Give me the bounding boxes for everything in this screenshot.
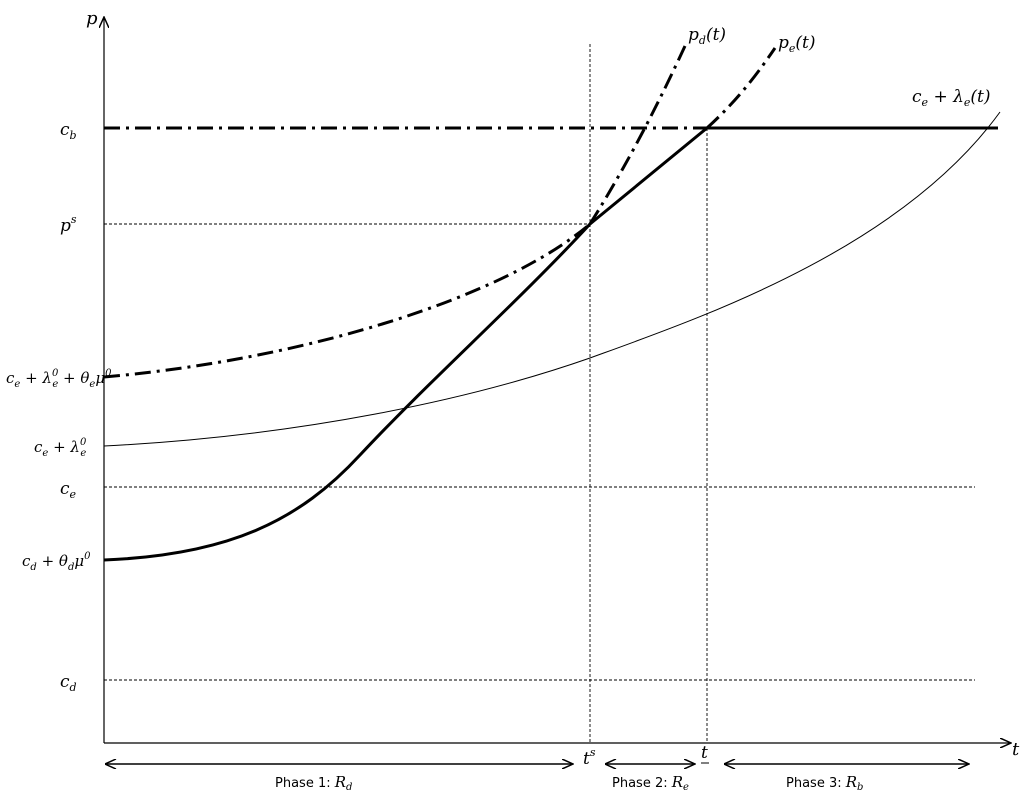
svg-text:cd + θdμ0: cd + θdμ0 [22, 551, 91, 573]
svg-text:cb: cb [60, 120, 77, 142]
svg-text:ce + λ0e: ce + λ0 e [34, 437, 87, 459]
label-t-s: ts [583, 746, 596, 769]
svg-text:ce + λ0e + θeμ0: ce + λ0 e + θeμ0 [6, 368, 112, 390]
label-pd-curve: pd(t) [688, 25, 726, 47]
phase-2-label: Phase 2: Re [612, 773, 689, 793]
label-lower-start: cd + θdμ0 [22, 551, 91, 573]
pe-curve-extension [705, 47, 777, 130]
y-axis-label: p [86, 8, 98, 29]
label-upper-start: ce + λ0 e + θeμ0 [6, 368, 112, 390]
svg-text:ce + λe(t): ce + λe(t) [912, 87, 991, 109]
label-c-e: ce [60, 479, 77, 501]
svg-text:pe(t): pe(t) [778, 33, 816, 55]
label-pe-curve: pe(t) [778, 33, 816, 55]
label-c-b: cb [60, 120, 77, 142]
label-p-s: ps [60, 213, 77, 236]
pe-curve-lower [103, 222, 591, 379]
svg-text:Phase 3: Rb: Phase 3: Rb [786, 773, 863, 793]
svg-text:pd(t): pd(t) [688, 25, 726, 47]
svg-text:t: t [701, 743, 708, 763]
label-lambda-curve: ce + λe(t) [912, 87, 991, 109]
label-mid-start: ce + λ0 e [34, 437, 87, 459]
equilibrium-path [103, 126, 998, 562]
phase-3-label: Phase 3: Rb [786, 773, 863, 793]
svg-text:ce: ce [60, 479, 77, 501]
phase-1-label: Phase 1: Rd [275, 773, 352, 793]
lambda-curve [103, 111, 1001, 447]
svg-text:ps: ps [60, 213, 77, 236]
x-axis-label: t [1012, 739, 1020, 760]
svg-text:Phase 2: Re: Phase 2: Re [612, 773, 689, 793]
svg-text:cd: cd [60, 672, 77, 694]
svg-text:Phase 1: Rd: Phase 1: Rd [275, 773, 352, 793]
label-c-d: cd [60, 672, 77, 694]
svg-text:ts: ts [583, 746, 596, 769]
pd-curve-extension [588, 45, 687, 225]
label-t-under: t [701, 743, 709, 764]
